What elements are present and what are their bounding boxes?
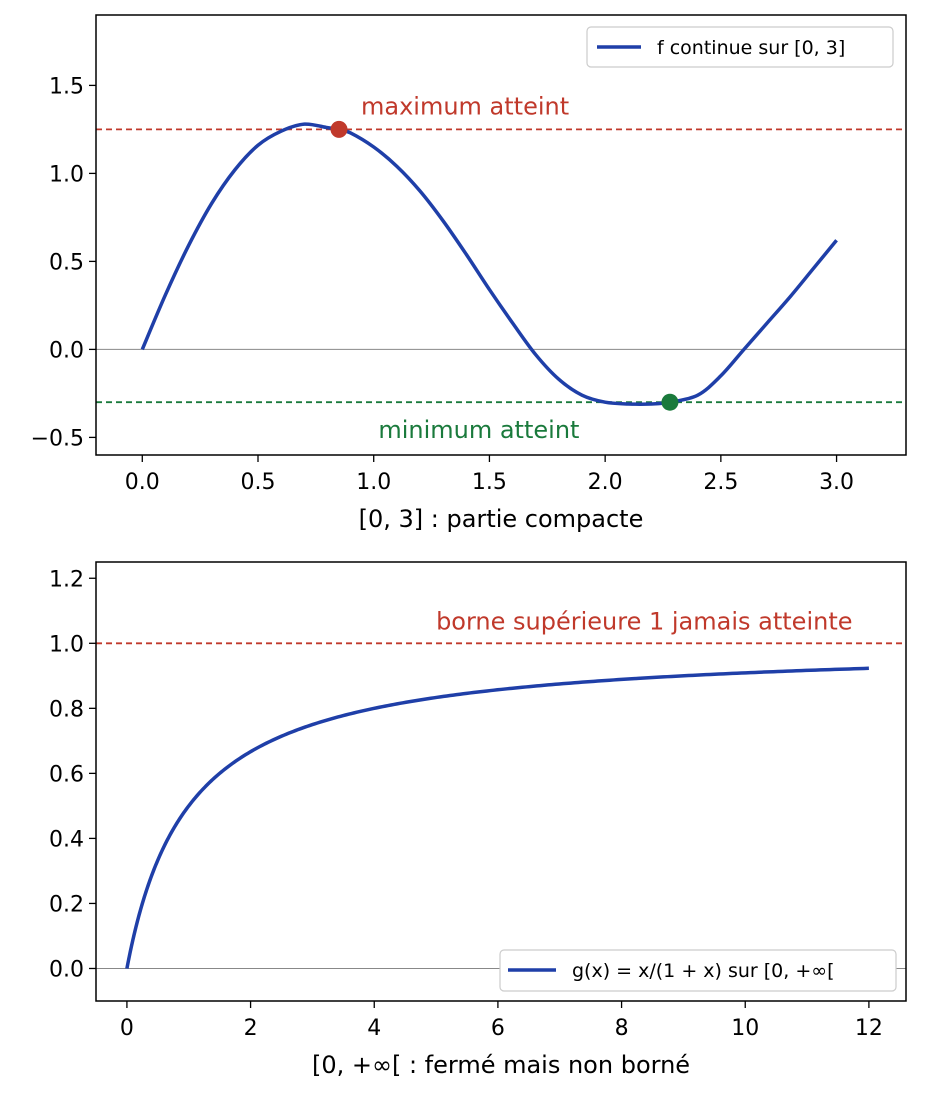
y-tick-label: 0.8 xyxy=(49,697,84,722)
plot-frame-top xyxy=(95,14,907,456)
x-tick-label: 2.0 xyxy=(588,470,623,495)
y-tick-label: 0.6 xyxy=(49,762,84,787)
f-curve xyxy=(140,122,838,406)
y-tick-label: 0.4 xyxy=(49,827,84,852)
y-tick-label: 0.2 xyxy=(49,892,84,917)
x-tick-label: 2 xyxy=(244,1016,258,1041)
legend-entry-g: g(x) = x/(1 + x) sur [0, +∞[ xyxy=(572,960,835,982)
x-tick-label: 0.5 xyxy=(241,470,276,495)
x-tick-label: 6 xyxy=(491,1016,505,1041)
bound-annotation: borne supérieure 1 jamais atteinte xyxy=(436,607,852,635)
x-tick-label: 10 xyxy=(731,1016,759,1041)
x-tick-label: 0.0 xyxy=(125,470,160,495)
legend-bottom: g(x) = x/(1 + x) sur [0, +∞[ xyxy=(499,949,897,992)
y-tick-label: 0.0 xyxy=(49,957,84,982)
x-tick-label: 2.5 xyxy=(703,470,738,495)
max-annotation: maximum atteint xyxy=(361,92,569,120)
max-point xyxy=(330,120,348,138)
chart-top: 0.0 0.5 1.0 1.5 2.0 2.5 3.0 −0.5 0.0 0.5 1.0 1.5 [0… xyxy=(31,14,907,533)
y-tick-label: 0.0 xyxy=(49,338,84,363)
x-tick-label: 1.0 xyxy=(356,470,391,495)
x-axis-label-bottom: [0, +∞[ : fermé mais non borné xyxy=(312,1051,690,1079)
y-tick-label: 1.2 xyxy=(49,567,84,592)
min-annotation: minimum atteint xyxy=(378,416,579,444)
plot-frame-bottom xyxy=(95,561,907,1002)
x-tick-label: 3.0 xyxy=(819,470,854,495)
x-tick-label: 4 xyxy=(367,1016,381,1041)
x-tick-label: 12 xyxy=(855,1016,883,1041)
min-point xyxy=(661,393,679,411)
x-axis-label-top: [0, 3] : partie compacte xyxy=(359,505,644,533)
legend-entry-f: f continue sur [0, 3] xyxy=(657,37,845,59)
y-tick-label: 1.0 xyxy=(49,632,84,657)
chart-bottom: 0 2 4 6 8 10 12 0.0 0.2 0.4 0.6 0.8 1.0 1.2 [0, +∞[ :… xyxy=(49,561,907,1079)
g-curve xyxy=(125,666,869,969)
x-tick-label: 8 xyxy=(615,1016,629,1041)
y-tick-label: 1.0 xyxy=(49,162,84,187)
y-tick-label: −0.5 xyxy=(31,426,84,451)
x-tick-label: 0 xyxy=(120,1016,134,1041)
legend-top: f continue sur [0, 3] xyxy=(586,26,894,68)
y-tick-label: 1.5 xyxy=(49,74,84,99)
x-tick-label: 1.5 xyxy=(472,470,507,495)
y-tick-label: 0.5 xyxy=(49,250,84,275)
